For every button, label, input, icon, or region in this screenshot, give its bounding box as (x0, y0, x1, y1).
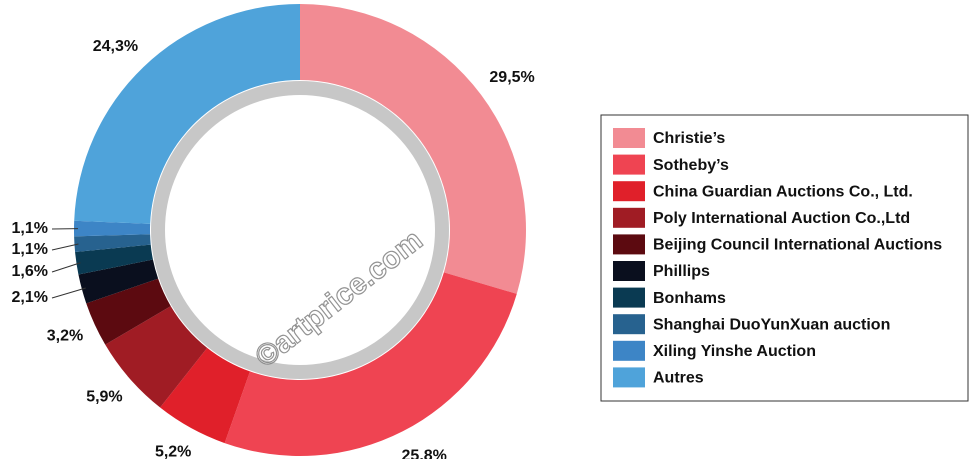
donut-slice (224, 272, 517, 456)
legend-label: Poly International Auction Co.,Ltd (653, 210, 910, 227)
data-label: 24,3% (93, 38, 138, 55)
legend-swatch (613, 314, 645, 335)
data-label: 5,9% (86, 388, 122, 405)
donut-slice (74, 4, 300, 224)
donut-slice (300, 4, 526, 294)
legend-swatch (613, 340, 645, 361)
leader-line (51, 243, 79, 251)
legend-swatch (613, 234, 645, 255)
leader-line (51, 262, 81, 273)
legend-swatch (613, 181, 645, 202)
donut-slice (78, 259, 159, 304)
legend-swatch (613, 128, 645, 148)
donut-slice (86, 278, 171, 345)
legend-swatch (613, 207, 645, 228)
legend-swatch (613, 367, 645, 388)
legend-label: Sotheby’s (653, 157, 729, 174)
donut-slice (75, 244, 153, 275)
data-label: 1,6% (12, 263, 48, 280)
data-label: 5,2% (155, 444, 191, 459)
legend-swatch (613, 154, 645, 175)
data-label: 2,1% (12, 289, 48, 306)
data-label: 1,1% (12, 241, 48, 258)
legend-swatch (613, 261, 645, 281)
watermark-ring (151, 81, 449, 379)
donut-slice (105, 306, 208, 408)
donut-slice (73, 220, 151, 237)
data-label: 3,2% (47, 327, 83, 344)
legend-label: Autres (653, 370, 704, 387)
legend-label: Bonhams (653, 290, 726, 307)
legend-box (600, 114, 969, 402)
legend-label: Beijing Council International Auctions (653, 237, 942, 254)
leader-line (51, 287, 86, 299)
legend-label: China Guardian Auctions Co., Ltd. (653, 183, 913, 200)
legend-label: Shanghai DuoYunXuan auction (653, 316, 890, 333)
legend-label: Christie’s (653, 130, 725, 147)
data-label: 29,5% (489, 69, 534, 86)
data-label: 25,8% (402, 447, 447, 459)
legend-label: Xiling Yinshe Auction (653, 343, 816, 360)
legend-label: Phillips (653, 263, 710, 280)
legend-swatch (613, 287, 645, 308)
donut-slice (160, 347, 250, 444)
donut-slice (74, 234, 151, 253)
data-label: 1,1% (12, 220, 48, 237)
